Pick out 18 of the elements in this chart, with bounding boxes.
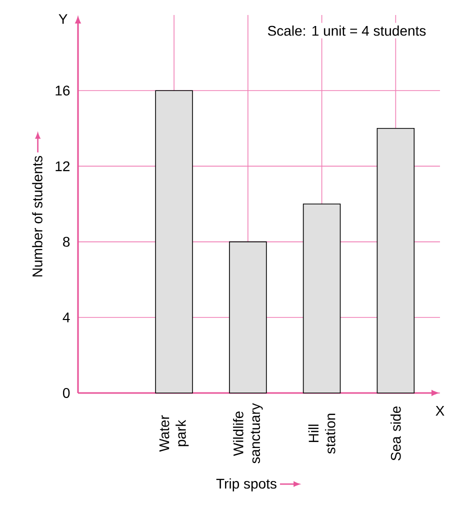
y-tick-label: 16 (56, 86, 70, 96)
y-tick-label: 4 (62, 312, 70, 322)
bar (302, 204, 341, 394)
x-tick-label: Water park (159, 415, 189, 452)
text: Y (58, 14, 68, 24)
bar (376, 128, 415, 394)
y-tick-label: 12 (56, 161, 70, 172)
annotation: Scale: 1 unit = 4 students (268, 25, 426, 36)
x-tick-label: Sea side (390, 406, 401, 460)
y-tick-label: 8 (63, 236, 70, 247)
y-tick-label: 0 (62, 388, 70, 398)
text: X (436, 406, 444, 416)
bar (229, 241, 267, 394)
x-tick-label: Wildlife sanctuary (233, 403, 263, 464)
y-axis-title: Number of students (32, 156, 42, 276)
bar (155, 90, 193, 394)
x-axis-title: Trip spots (216, 478, 276, 492)
x-tick-label: Hill station (308, 414, 336, 454)
